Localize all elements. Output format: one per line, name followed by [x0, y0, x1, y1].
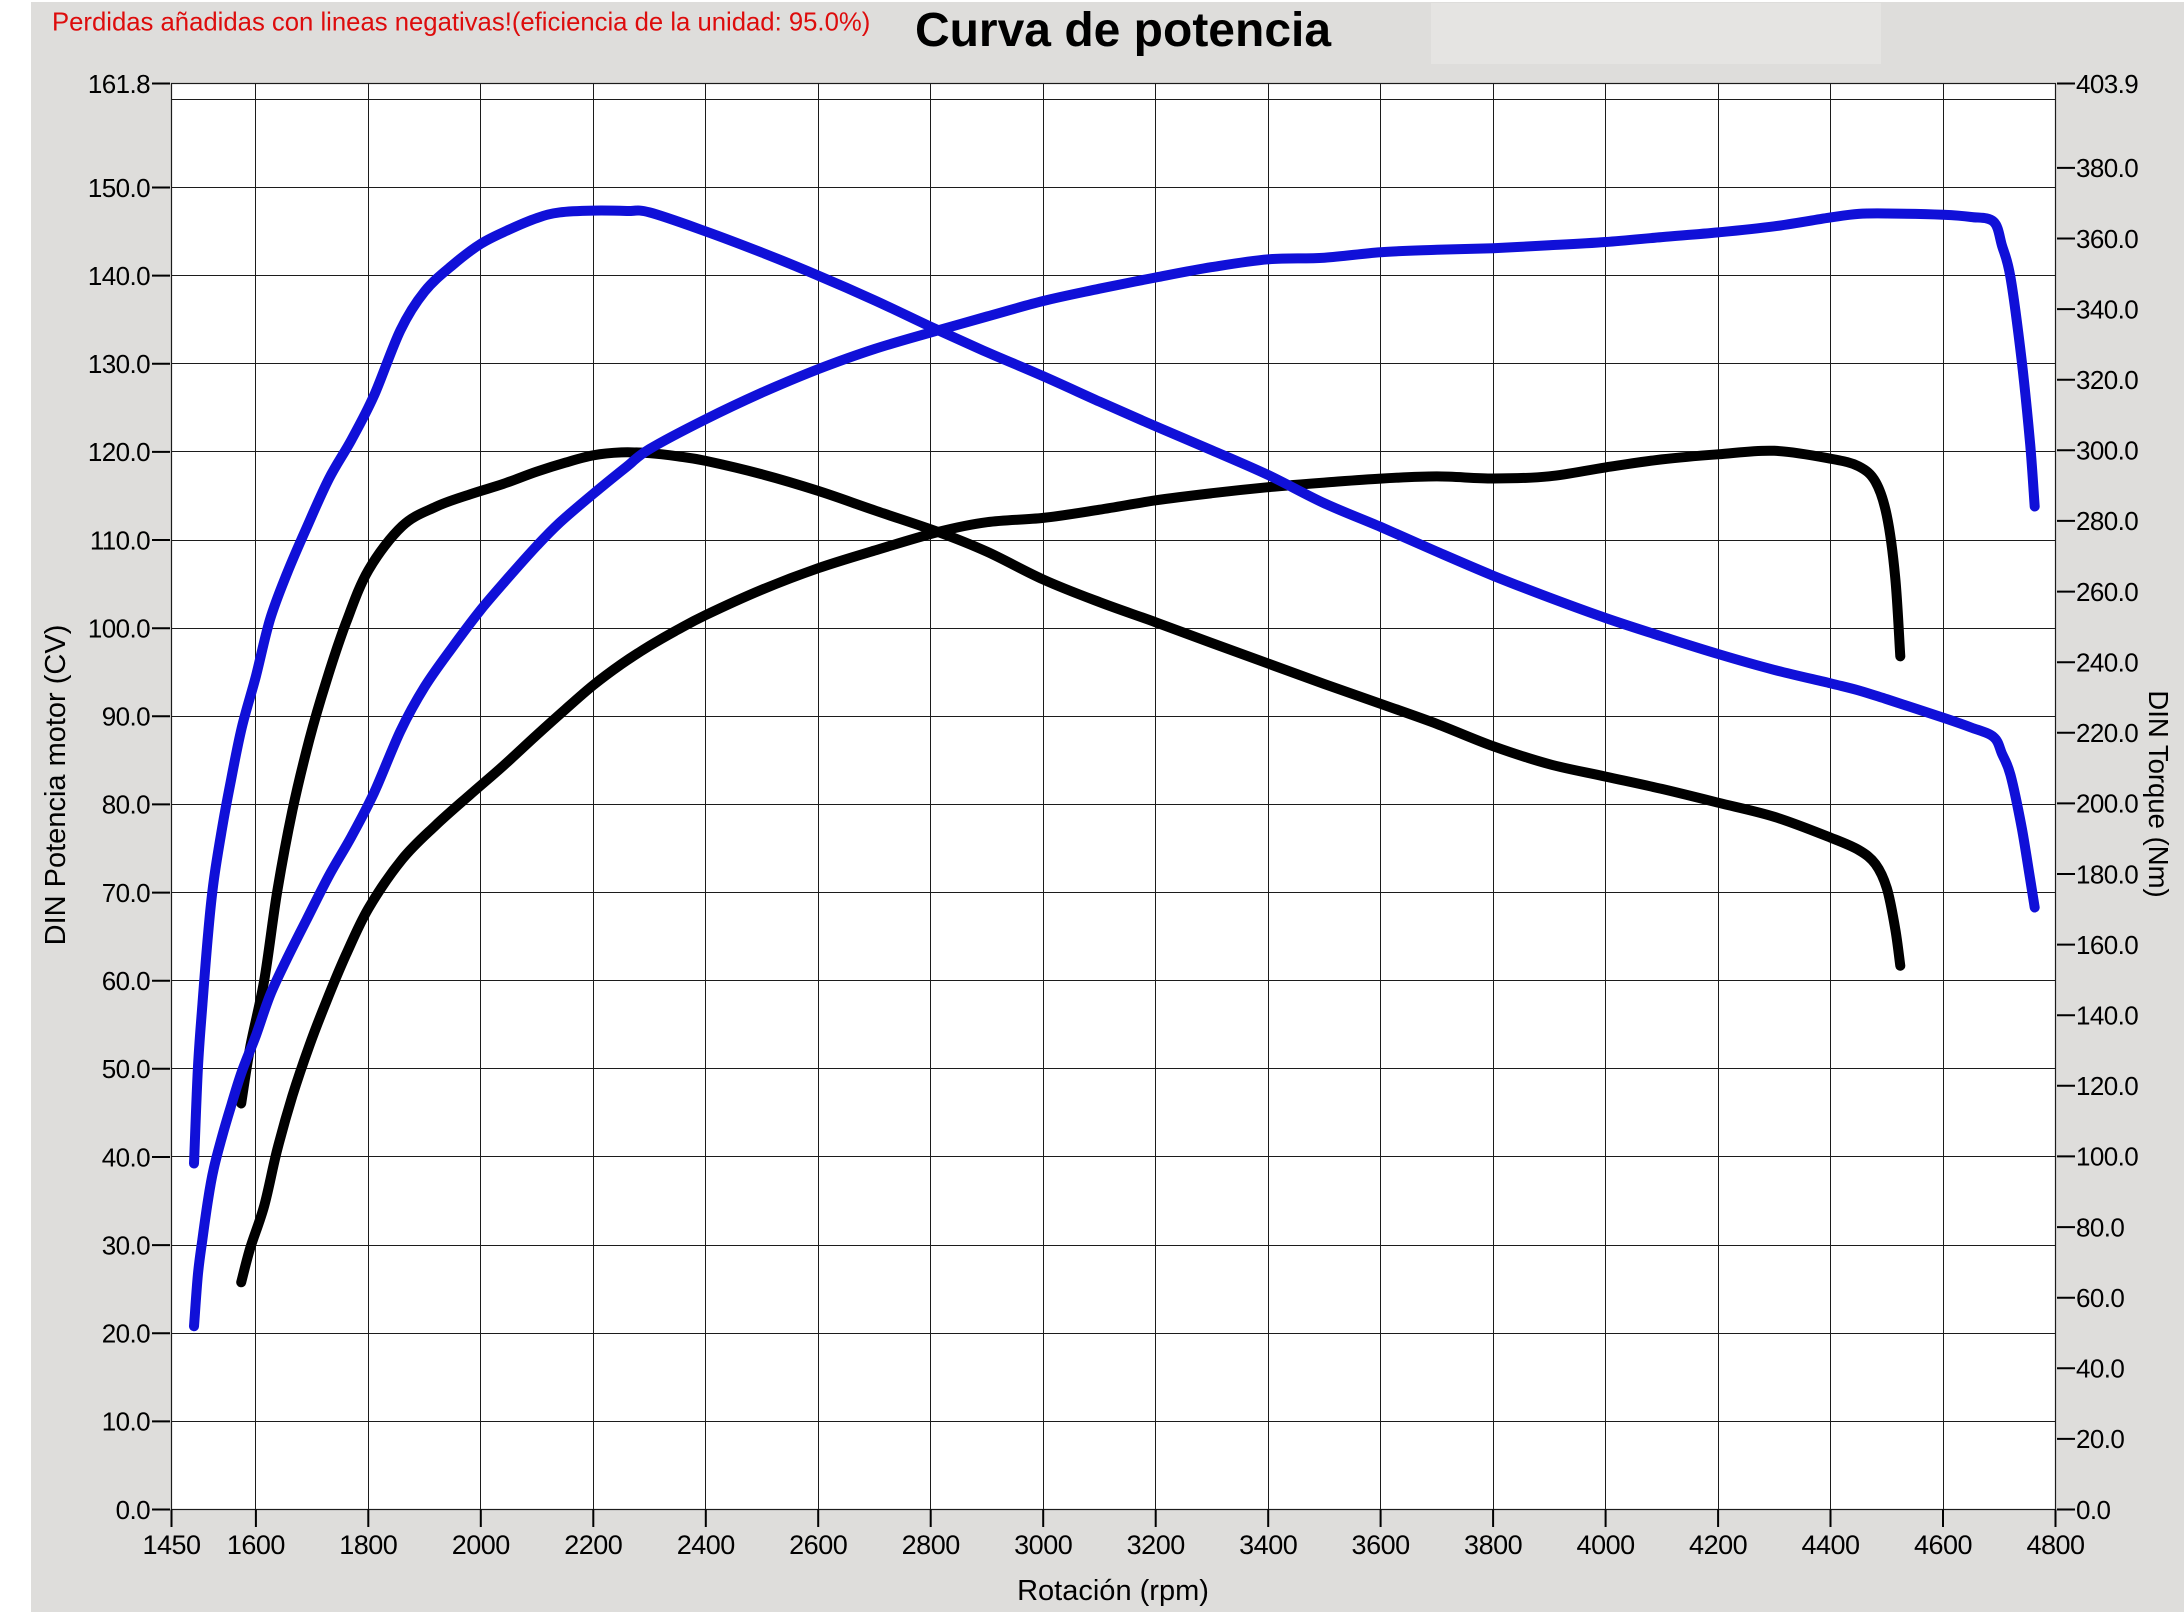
- svg-text:70.0: 70.0: [102, 878, 150, 908]
- svg-text:3800: 3800: [1464, 1530, 1522, 1560]
- svg-text:0.0: 0.0: [2076, 1495, 2110, 1525]
- svg-text:Curva de potencia: Curva de potencia: [915, 4, 1331, 57]
- svg-text:80.0: 80.0: [102, 790, 150, 820]
- svg-text:20.0: 20.0: [102, 1319, 150, 1349]
- svg-text:4800: 4800: [2026, 1530, 2084, 1560]
- svg-text:3000: 3000: [1014, 1530, 1072, 1560]
- svg-text:280.0: 280.0: [2076, 506, 2138, 536]
- svg-text:Rotación (rpm): Rotación (rpm): [1017, 1575, 1209, 1607]
- svg-text:2600: 2600: [789, 1530, 847, 1560]
- svg-text:4200: 4200: [1689, 1530, 1747, 1560]
- svg-text:360.0: 360.0: [2076, 224, 2138, 254]
- svg-text:1450: 1450: [142, 1530, 200, 1560]
- svg-text:1800: 1800: [339, 1530, 397, 1560]
- svg-text:80.0: 80.0: [2076, 1212, 2124, 1242]
- svg-text:90.0: 90.0: [102, 702, 150, 732]
- svg-text:220.0: 220.0: [2076, 718, 2138, 748]
- svg-text:120.0: 120.0: [88, 437, 150, 467]
- svg-text:160.0: 160.0: [2076, 930, 2138, 960]
- svg-text:DIN Potencia motor (CV): DIN Potencia motor (CV): [40, 625, 72, 946]
- svg-text:0.0: 0.0: [116, 1495, 150, 1525]
- svg-text:380.0: 380.0: [2076, 153, 2138, 183]
- svg-text:2000: 2000: [452, 1530, 510, 1560]
- svg-text:50.0: 50.0: [102, 1054, 150, 1084]
- svg-text:130.0: 130.0: [88, 349, 150, 379]
- svg-text:60.0: 60.0: [2076, 1283, 2124, 1313]
- svg-text:161.8: 161.8: [88, 69, 150, 99]
- svg-text:100.0: 100.0: [2076, 1142, 2138, 1172]
- svg-text:260.0: 260.0: [2076, 577, 2138, 607]
- svg-text:Perdidas añadidas con lineas n: Perdidas añadidas con lineas negativas!(…: [52, 9, 870, 37]
- svg-text:140.0: 140.0: [2076, 1001, 2138, 1031]
- svg-text:150.0: 150.0: [88, 173, 150, 203]
- svg-text:403.9: 403.9: [2076, 69, 2138, 99]
- svg-text:20.0: 20.0: [2076, 1424, 2124, 1454]
- svg-text:120.0: 120.0: [2076, 1071, 2138, 1101]
- svg-text:300.0: 300.0: [2076, 436, 2138, 466]
- svg-text:3200: 3200: [1127, 1530, 1185, 1560]
- svg-text:3600: 3600: [1352, 1530, 1410, 1560]
- svg-text:240.0: 240.0: [2076, 648, 2138, 678]
- svg-text:110.0: 110.0: [90, 525, 150, 555]
- svg-text:100.0: 100.0: [88, 614, 150, 644]
- svg-text:140.0: 140.0: [88, 261, 150, 291]
- svg-text:30.0: 30.0: [102, 1230, 150, 1260]
- svg-text:2200: 2200: [564, 1530, 622, 1560]
- svg-text:340.0: 340.0: [2076, 294, 2138, 324]
- svg-text:180.0: 180.0: [2076, 859, 2138, 889]
- svg-text:4600: 4600: [1914, 1530, 1972, 1560]
- svg-text:40.0: 40.0: [2076, 1354, 2124, 1384]
- svg-text:2800: 2800: [902, 1530, 960, 1560]
- svg-text:4000: 4000: [1577, 1530, 1635, 1560]
- svg-text:10.0: 10.0: [102, 1407, 150, 1437]
- svg-text:3400: 3400: [1239, 1530, 1297, 1560]
- svg-text:320.0: 320.0: [2076, 365, 2138, 395]
- svg-text:DIN Torque (Nm): DIN Torque (Nm): [2143, 690, 2174, 897]
- svg-text:2400: 2400: [677, 1530, 735, 1560]
- svg-text:40.0: 40.0: [102, 1142, 150, 1172]
- svg-text:60.0: 60.0: [102, 966, 150, 996]
- svg-text:200.0: 200.0: [2076, 789, 2138, 819]
- svg-text:4400: 4400: [1801, 1530, 1859, 1560]
- svg-text:1600: 1600: [227, 1530, 285, 1560]
